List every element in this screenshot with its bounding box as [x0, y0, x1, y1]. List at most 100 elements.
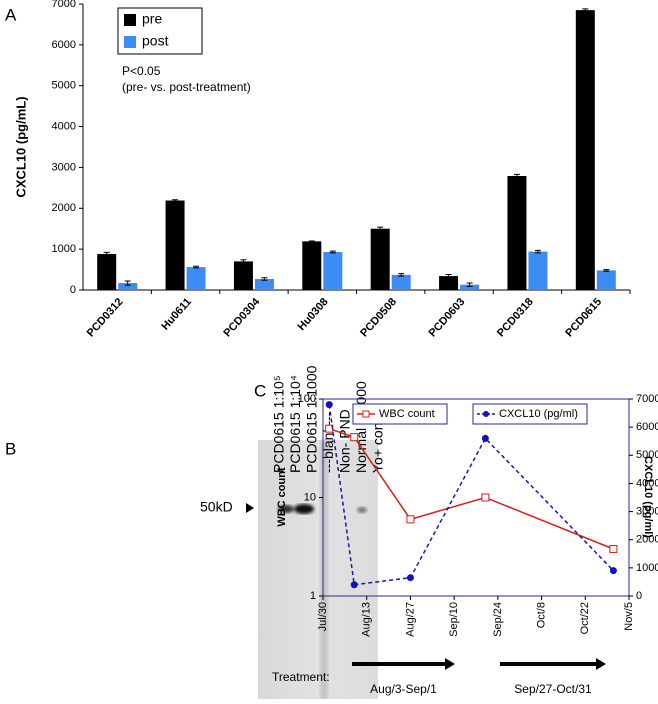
point [325, 401, 333, 409]
blot-band [278, 505, 294, 513]
error-bar [398, 273, 405, 277]
blot-streak [320, 440, 328, 699]
bar [460, 284, 480, 290]
x-tick-label: Aug/27 [404, 602, 416, 637]
point [350, 433, 359, 442]
legend-swatch [124, 14, 136, 26]
y-tick-label: 1 [310, 590, 316, 602]
marker-arrow [246, 503, 254, 513]
annotation: P<0.05 [122, 64, 161, 78]
marker-label: 50kD [200, 499, 233, 515]
y2-tick-label: 0 [636, 590, 642, 602]
error-bar [261, 277, 268, 281]
x-tick-label: Oct/22 [579, 602, 591, 634]
annotation: (pre- vs. post-treatment) [122, 80, 251, 94]
y-tick-label: 3000 [52, 161, 76, 173]
legend-box [352, 403, 448, 425]
blot-band [357, 507, 367, 513]
treatment-label: Treatment: [272, 670, 330, 684]
panel-label: C [254, 381, 266, 400]
bar [575, 10, 595, 291]
legend-label: CXCL10 (pg/ml) [499, 408, 578, 420]
x-tick-label: Jul/30 [317, 602, 329, 631]
y2-axis-label: CXCL10 (pg/ml) [642, 456, 654, 538]
lane-label: PCD0615 1:10⁵ [271, 375, 287, 473]
bar [254, 278, 274, 290]
bar [118, 283, 138, 290]
bar [507, 176, 527, 290]
panel-label: A [5, 5, 17, 24]
treatment-period: Sep/27-Oct/31 [514, 682, 592, 696]
y2-tick-label: 5000 [636, 449, 658, 461]
y2-tick-label: 4000 [636, 477, 658, 489]
error-bar [513, 173, 520, 179]
lane-label: Normal 1:1000 [353, 381, 369, 473]
treatment-period: Aug/3-Sep/1 [370, 682, 437, 696]
error-bar [103, 251, 110, 257]
legend-label: post [142, 33, 169, 49]
error-bar [534, 249, 541, 254]
error-bar [308, 240, 315, 243]
point [406, 515, 415, 524]
y2-tick-label: 6000 [636, 421, 658, 433]
error-bar [329, 250, 336, 254]
bar [370, 228, 390, 290]
y-tick-label: 6000 [52, 39, 76, 51]
lane-label: Non- PND [337, 409, 353, 473]
y2-tick-label: 2000 [636, 534, 658, 546]
bar [233, 261, 253, 290]
y2-tick-label: 1000 [636, 562, 658, 574]
lane-label: PCD0615 1:1000 [304, 365, 320, 473]
bar [323, 252, 343, 290]
legend-label: pre [142, 11, 162, 27]
y2-tick-label: 7000 [636, 393, 658, 405]
y-tick-label: 100 [298, 393, 316, 405]
point [481, 434, 489, 442]
point [350, 581, 358, 589]
bar [439, 276, 459, 290]
bar [596, 270, 616, 290]
bar [528, 251, 548, 290]
y-axis-label: WBC count [276, 467, 288, 527]
bar [302, 241, 322, 290]
y-tick-label: 7000 [52, 0, 76, 10]
legend-label: WBC count [379, 408, 435, 420]
legend-swatch [124, 36, 136, 48]
legend-marker [483, 411, 489, 417]
point [406, 574, 414, 582]
point [481, 493, 490, 502]
y-tick-label: 10 [304, 491, 316, 503]
x-tick-label: Aug/13 [361, 602, 373, 637]
x-tick-label: Sep/24 [492, 602, 504, 637]
point [609, 567, 617, 575]
bar [97, 254, 117, 290]
legend-marker [362, 410, 370, 418]
bar [391, 274, 411, 290]
y-tick-label: 4000 [52, 120, 76, 132]
treatment-arrowhead [445, 658, 455, 670]
error-bar [466, 282, 473, 287]
error-bar [124, 280, 131, 286]
error-bar [193, 265, 200, 269]
y-axis-label: CXCL10 (pg/mL) [13, 96, 28, 197]
error-bar [445, 273, 452, 279]
treatment-arrowhead [596, 658, 606, 670]
y-tick-label: 5000 [52, 80, 76, 92]
error-bar [603, 269, 610, 272]
error-bar [377, 226, 384, 231]
x-tick-label: Nov/5 [623, 602, 635, 631]
bar [186, 267, 206, 290]
blot-image [258, 440, 378, 699]
bar [165, 200, 185, 290]
error-bar [240, 259, 247, 264]
point [609, 545, 618, 554]
legend-box [472, 403, 588, 425]
panel-label: B [5, 439, 16, 458]
x-tick-label: Sep/10 [448, 602, 460, 637]
y-tick-label: 2000 [52, 202, 76, 214]
y-tick-label: 0 [70, 284, 76, 296]
error-bar [582, 8, 589, 12]
lane-label: PCD0615 1:10⁴ [287, 375, 303, 473]
blot-band [294, 504, 314, 514]
y2-tick-label: 3000 [636, 505, 658, 517]
